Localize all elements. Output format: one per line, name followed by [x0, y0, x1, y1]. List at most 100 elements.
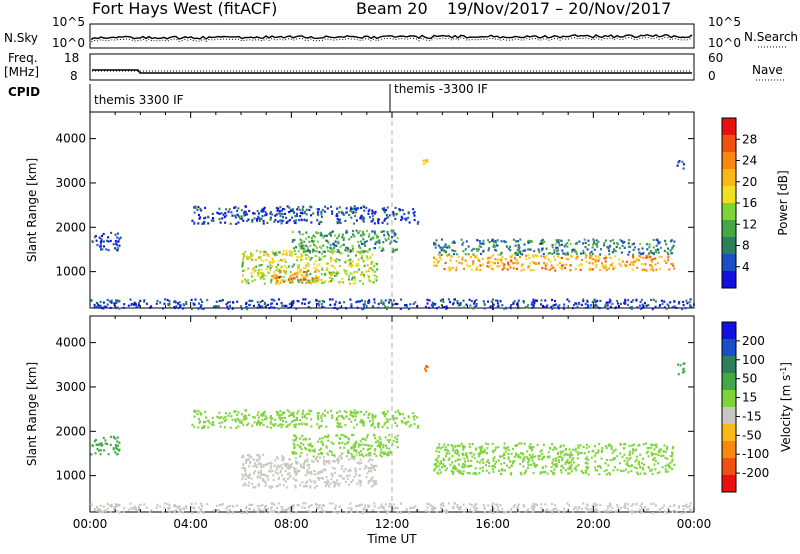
data-cell: [386, 439, 389, 442]
data-cell: [512, 238, 515, 241]
data-cell: [489, 306, 492, 309]
data-cell: [461, 243, 464, 246]
data-cell: [273, 254, 276, 257]
data-cell: [545, 247, 548, 250]
data-cell: [282, 420, 285, 423]
data-cell: [95, 239, 98, 242]
data-cell: [242, 260, 245, 263]
data-cell: [463, 463, 466, 466]
data-cell: [492, 268, 495, 271]
data-cell: [598, 465, 601, 468]
data-cell: [592, 243, 595, 246]
data-cell: [337, 240, 340, 243]
data-cell: [373, 502, 376, 505]
data-cell: [322, 255, 325, 258]
data-cell: [318, 276, 320, 279]
data-cell: [629, 306, 632, 309]
data-cell: [277, 464, 280, 467]
data-cell: [362, 217, 365, 220]
y-tick-label: 4000: [55, 336, 86, 350]
data-cell: [542, 443, 545, 446]
data-cell: [370, 424, 373, 427]
data-cell: [354, 211, 357, 214]
data-cell: [278, 476, 280, 479]
data-cell: [296, 268, 299, 271]
data-cell: [336, 511, 339, 514]
data-cell: [356, 504, 359, 507]
data-cell: [304, 276, 307, 279]
data-cell: [93, 303, 96, 307]
data-cell: [452, 301, 455, 304]
data-cell: [331, 212, 334, 215]
data-cell: [95, 505, 98, 509]
data-cell: [583, 252, 586, 255]
data-cell: [301, 302, 304, 305]
data-cell: [302, 443, 305, 446]
data-cell: [179, 510, 182, 513]
data-cell: [517, 455, 520, 458]
data-cell: [622, 469, 625, 473]
data-cell: [377, 424, 379, 427]
data-cell: [653, 463, 656, 466]
data-cell: [563, 454, 566, 457]
data-cell: [373, 262, 376, 265]
data-cell: [562, 264, 565, 267]
data-cell: [305, 482, 307, 485]
data-cell: [276, 506, 278, 509]
data-cell: [387, 510, 390, 513]
data-cell: [383, 234, 386, 237]
data-cell: [281, 467, 284, 470]
data-cell: [452, 507, 455, 510]
data-cell: [316, 416, 319, 419]
data-cell: [270, 211, 272, 214]
data-cell: [282, 484, 285, 487]
data-cell: [303, 463, 305, 467]
data-cell: [288, 219, 291, 222]
data-cell: [499, 300, 502, 303]
data-cell: [520, 442, 523, 445]
data-cell: [632, 263, 635, 266]
data-cell: [362, 238, 365, 241]
data-cell: [314, 260, 317, 263]
data-cell: [597, 465, 599, 468]
data-cell: [353, 276, 356, 279]
data-cell: [475, 302, 478, 306]
data-cell: [350, 216, 353, 219]
data-cell: [412, 412, 415, 415]
data-cell: [534, 254, 537, 257]
data-cell: [473, 453, 476, 456]
data-cell: [279, 219, 282, 222]
data-cell: [366, 436, 369, 439]
data-cell: [602, 264, 605, 267]
data-cell: [309, 258, 312, 261]
data-cell: [426, 506, 429, 509]
data-cell: [642, 252, 645, 255]
data-cell: [322, 477, 324, 480]
data-cell: [372, 236, 375, 239]
data-cell: [168, 506, 171, 510]
data-cell: [279, 416, 282, 419]
data-cell: [332, 442, 335, 445]
data-cell: [106, 443, 109, 446]
data-cell: [344, 423, 347, 427]
data-cell: [305, 271, 308, 274]
data-cell: [448, 452, 451, 455]
data-cell: [290, 465, 293, 469]
data-cell: [227, 210, 230, 213]
data-cell: [99, 300, 102, 303]
data-cell: [345, 270, 348, 273]
data-cell: [416, 416, 419, 419]
data-cell: [309, 205, 312, 208]
data-cell: [356, 461, 359, 464]
data-cell: [290, 254, 293, 257]
data-cell: [359, 450, 362, 453]
data-cell: [439, 299, 442, 302]
data-cell: [351, 250, 354, 253]
data-cell: [475, 502, 478, 506]
data-cell: [210, 423, 213, 426]
data-cell: [568, 453, 571, 456]
data-cell: [425, 305, 427, 309]
data-cell: [251, 424, 254, 427]
data-cell: [456, 504, 459, 507]
colorbar-tick-label: 50: [742, 372, 757, 386]
